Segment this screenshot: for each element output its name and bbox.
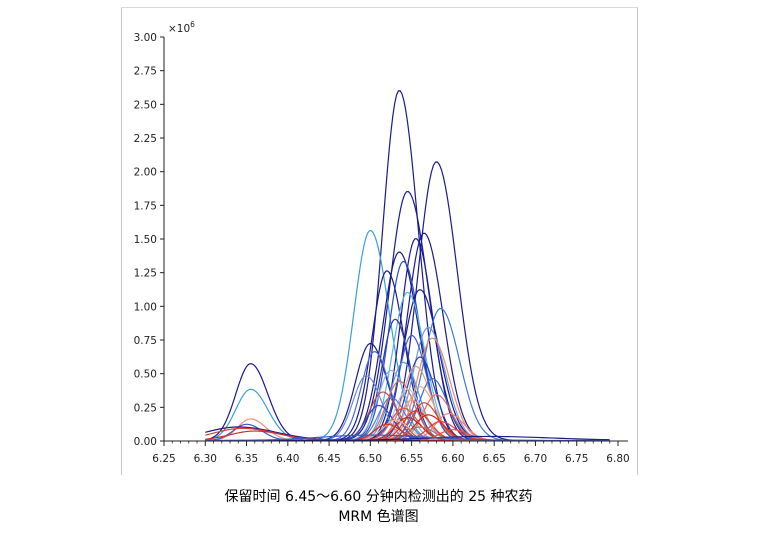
x-tick-label: 6.50 xyxy=(359,453,382,465)
y-tick-label: 1.50 xyxy=(134,234,157,246)
x-tick-label: 6.75 xyxy=(565,453,588,465)
caption-line-2: MRM 色谱图 xyxy=(338,509,419,525)
chromatogram-series-line xyxy=(205,434,610,442)
axes-layer: ×106 xyxy=(163,20,628,442)
x-tick-label: 6.65 xyxy=(482,453,505,465)
y-tick-label: 0.00 xyxy=(134,436,157,448)
frame-right-border xyxy=(637,7,638,475)
x-tick-label: 6.70 xyxy=(524,453,547,465)
caption-line-1: 保留时间 6.45～6.60 分钟内检测出的 25 种农药 xyxy=(224,489,533,505)
y-tick-label: 2.50 xyxy=(134,99,157,111)
x-tick-label: 6.40 xyxy=(276,453,299,465)
y-tick-label: 0.25 xyxy=(134,402,157,414)
frame-top-border xyxy=(121,7,638,8)
y-tick-label: 1.25 xyxy=(134,268,157,280)
chromatogram-series-line xyxy=(225,435,610,442)
frame-left-border xyxy=(121,7,122,475)
x-tick-label: 6.55 xyxy=(400,453,423,465)
x-tick-label: 6.35 xyxy=(235,453,258,465)
y-tick-label: 2.25 xyxy=(134,133,157,145)
y-tick-label: 2.75 xyxy=(134,66,157,78)
figure-caption: 保留时间 6.45～6.60 分钟内检测出的 25 种农药 MRM 色谱图 xyxy=(0,487,757,527)
chart-plot: ×106 0.00 0.25 0.50 0.75 1.00 1.25 1.50 1.75 2.0… xyxy=(134,20,630,465)
x-tick-label: 6.60 xyxy=(441,453,464,465)
x-tick-label: 6.25 xyxy=(152,453,175,465)
y-multiplier-label: ×106 xyxy=(168,20,195,35)
x-tick-label: 6.45 xyxy=(317,453,340,465)
y-tick-label: 2.00 xyxy=(134,167,157,179)
series-layer xyxy=(205,90,610,442)
y-tick-label: 1.00 xyxy=(134,301,157,313)
y-tick-label: 1.75 xyxy=(134,200,157,212)
y-tick-label: 3.00 xyxy=(134,32,157,44)
ticks-layer: 0.00 0.25 0.50 0.75 1.00 1.25 1.50 1.75 2.00 2.25… xyxy=(134,32,630,465)
x-tick-label: 6.80 xyxy=(606,453,629,465)
x-tick-label: 6.30 xyxy=(194,453,217,465)
y-tick-label: 0.75 xyxy=(134,335,157,347)
y-tick-label: 0.50 xyxy=(134,369,157,381)
